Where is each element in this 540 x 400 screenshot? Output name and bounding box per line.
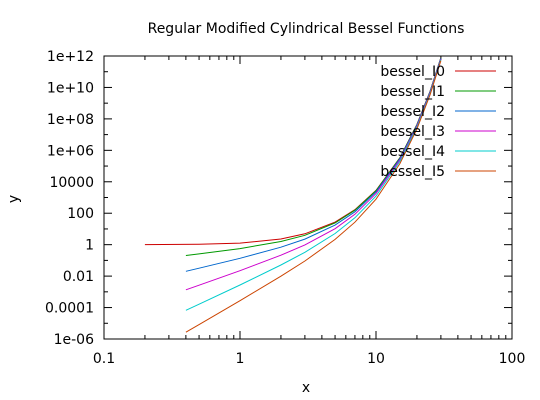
axis-tick-labels: 0.1 1 10 100 1e+12 1e+10 1e+08 1e+06 10000 100 1 0.…	[45, 49, 525, 367]
legend-label: bessel_I5	[380, 164, 445, 180]
y-axis-label: y	[6, 195, 22, 203]
legend-label: bessel_I1	[380, 84, 445, 100]
y-tick-label: 100	[67, 206, 94, 222]
y-tick-label: 1	[85, 238, 94, 254]
y-tick-label: 1e+12	[47, 49, 94, 65]
x-tick-label: 10	[367, 351, 385, 367]
x-tick-label: 1	[236, 351, 245, 367]
y-tick-label: 1e-06	[54, 332, 94, 348]
plot-frame	[104, 56, 512, 339]
series-line-bessel-I5	[186, 61, 441, 333]
legend-label: bessel_I2	[380, 104, 445, 120]
y-tick-label: 0.01	[63, 269, 94, 285]
y-tick-label: 1e+08	[47, 112, 94, 128]
legend-label: bessel_I0	[380, 64, 445, 80]
legend-label: bessel_I4	[380, 144, 445, 160]
y-tick-label: 0.0001	[45, 301, 94, 317]
x-tick-label: 0.1	[93, 351, 115, 367]
y-tick-label: 10000	[49, 175, 94, 191]
y-tick-label: 1e+06	[47, 143, 94, 159]
legend-label: bessel_I3	[380, 124, 445, 140]
chart-title: Regular Modified Cylindrical Bessel Func…	[148, 21, 465, 37]
x-axis-label: x	[302, 380, 310, 396]
x-tick-label: 100	[499, 351, 526, 367]
y-tick-label: 1e+10	[47, 80, 94, 96]
axis-ticks	[104, 56, 512, 339]
